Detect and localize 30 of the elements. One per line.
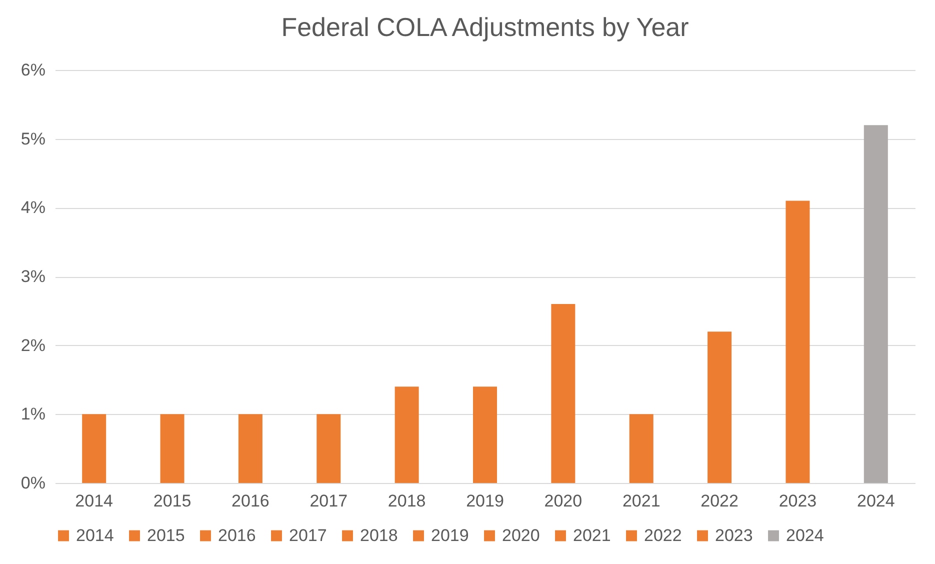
legend-label: 2021 (573, 526, 611, 545)
x-tick-label: 2020 (544, 492, 582, 510)
legend-label: 2017 (289, 526, 327, 545)
y-tick-label: 0% (20, 474, 46, 492)
legend-label: 2020 (502, 526, 540, 545)
x-tick-label: 2021 (622, 492, 660, 510)
legend-label: 2016 (218, 526, 256, 545)
legend-label: 2023 (715, 526, 753, 545)
legend-label: 2015 (147, 526, 185, 545)
y-tick-label: 4% (20, 198, 46, 218)
legend-label: 2019 (431, 526, 469, 545)
x-tick-label: 2022 (700, 492, 738, 510)
y-tick-label: 6% (20, 60, 46, 80)
x-tick-label: 2016 (232, 492, 270, 510)
x-tick-label: 2019 (466, 492, 504, 510)
x-tick-label: 2015 (153, 492, 192, 510)
legend-label: 2022 (644, 526, 682, 545)
legend-label: 2014 (76, 526, 114, 545)
y-tick-label: 3% (20, 267, 46, 286)
x-tick-label: 2017 (310, 492, 348, 510)
legend-label: 2018 (360, 526, 398, 545)
x-tick-label: 2014 (75, 492, 114, 510)
legend-label: 2024 (786, 526, 824, 545)
x-tick-label: 2023 (778, 492, 817, 510)
x-tick-label: 2018 (388, 492, 426, 510)
y-tick-label: 1% (20, 404, 46, 424)
chart-title: Federal COLA Adjustments by Year (281, 12, 690, 42)
x-tick-label: 2024 (856, 492, 895, 510)
y-tick-label: 2% (20, 336, 46, 355)
y-tick-label: 5% (20, 129, 46, 148)
